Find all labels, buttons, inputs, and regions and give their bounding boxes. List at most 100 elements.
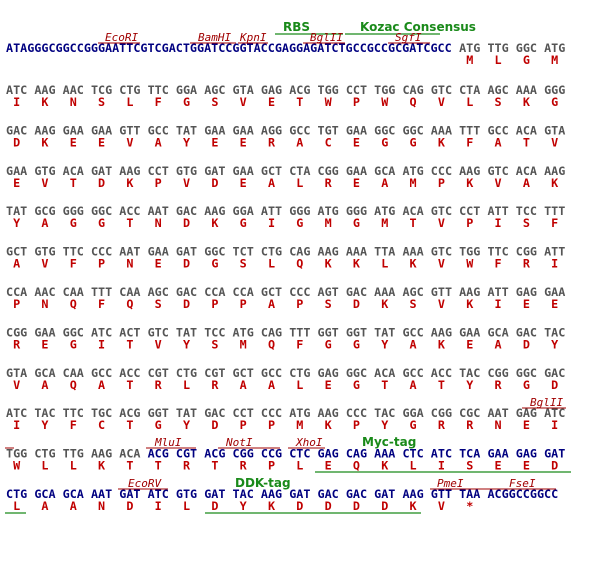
amino-acid: F [466, 135, 473, 149]
amino-acid: Q [126, 297, 133, 311]
amino-acid: V [438, 297, 445, 311]
codon: TTT [289, 325, 310, 339]
amino-acid: F [70, 418, 77, 432]
amino-acid: K [126, 176, 134, 190]
site-label: BamHI [198, 31, 231, 44]
codon: GTC [431, 245, 452, 259]
amino-acid: P [98, 257, 105, 271]
codon: AAA [402, 245, 423, 259]
codon: CTA [459, 83, 480, 97]
codon: GCC [289, 123, 310, 137]
amino-acid: D [381, 499, 388, 513]
amino-acid: T [70, 176, 77, 190]
amino-acid: * [466, 499, 473, 513]
amino-acid: M [410, 176, 417, 190]
amino-acid: S [325, 297, 332, 311]
amino-acid: Y [13, 216, 21, 230]
codon: TAT [176, 406, 197, 420]
amino-acid: M [466, 53, 473, 67]
codon: CTA [289, 164, 310, 178]
codon: ATT [544, 245, 565, 259]
amino-acid: E [523, 297, 530, 311]
amino-acid: L [296, 176, 303, 190]
amino-acid: K [438, 135, 446, 149]
amino-acid: A [296, 135, 303, 149]
codon: GGC [516, 41, 537, 55]
codon: GTT [431, 487, 452, 501]
amino-acid: L [381, 257, 388, 271]
codon: TCC [204, 325, 225, 339]
codon: CTG [6, 487, 27, 501]
codon: TTT [459, 123, 480, 137]
amino-acid: L [183, 378, 190, 392]
codon: TGG [318, 83, 339, 97]
amino-acid: K [466, 297, 474, 311]
amino-acid: Q [296, 257, 303, 271]
amino-acid: D [211, 176, 218, 190]
codon: AAC [34, 285, 55, 299]
site-label: NotI [225, 436, 253, 449]
site-label: PmeI [437, 477, 464, 490]
codon: GAC [204, 406, 225, 420]
codon: CCC [431, 164, 452, 178]
codon: GAC [318, 487, 339, 501]
amino-acid: F [98, 297, 105, 311]
amino-acid: I [155, 499, 162, 513]
amino-acid: A [410, 378, 417, 392]
amino-acid: S [155, 297, 162, 311]
amino-acid: F [551, 216, 558, 230]
amino-acid: D [353, 297, 360, 311]
codon: CTC [289, 447, 310, 461]
feature-label: Kozac Consensus [360, 20, 476, 34]
amino-acid: V [240, 95, 247, 109]
codon: AAG [431, 325, 452, 339]
amino-acid: R [211, 378, 219, 392]
codon: AAG [402, 487, 423, 501]
amino-acid: V [438, 216, 445, 230]
amino-acid: A [41, 499, 48, 513]
amino-acid: G [353, 337, 360, 351]
amino-acid: L [466, 95, 473, 109]
codon: GAT [91, 164, 112, 178]
codon: ATG [544, 41, 565, 55]
amino-acid: L [70, 459, 77, 473]
amino-acid: T [126, 337, 133, 351]
feature-label: RBS [283, 20, 310, 34]
codon: CCC [261, 406, 282, 420]
amino-acid: E [325, 378, 332, 392]
amino-acid: K [325, 257, 333, 271]
amino-acid: Y [381, 418, 389, 432]
codon: ATG [318, 204, 339, 218]
amino-acid: L [495, 53, 502, 67]
amino-acid: G [155, 418, 162, 432]
codon: CGT [148, 366, 169, 380]
codon: GGC [204, 245, 225, 259]
amino-acid: K [438, 337, 446, 351]
codon: ACC [119, 204, 140, 218]
amino-acid: L [296, 378, 303, 392]
amino-acid: I [551, 418, 558, 432]
codon: AAA [374, 285, 395, 299]
codon: ATC [6, 83, 27, 97]
codon: GTA [544, 123, 565, 137]
codon: CAA [63, 285, 84, 299]
codon: AAT [91, 487, 112, 501]
codon: GAT [119, 487, 140, 501]
codon: GAC [544, 366, 565, 380]
codon: CGG [487, 366, 508, 380]
amino-acid: W [381, 95, 389, 109]
codon: ACG [148, 447, 169, 461]
codon: ACC [431, 366, 452, 380]
codon: CGG [233, 447, 254, 461]
codon: GCA [63, 487, 84, 501]
amino-acid: E [240, 176, 247, 190]
amino-acid: R [240, 459, 248, 473]
codon: GAA [63, 123, 84, 137]
codon: TTC [148, 83, 169, 97]
codon: CTG [289, 366, 310, 380]
codon: GAT [544, 447, 565, 461]
codon: ATG [374, 204, 395, 218]
amino-acid: T [438, 378, 445, 392]
amino-acid: V [551, 135, 558, 149]
codon: CCA [6, 285, 27, 299]
